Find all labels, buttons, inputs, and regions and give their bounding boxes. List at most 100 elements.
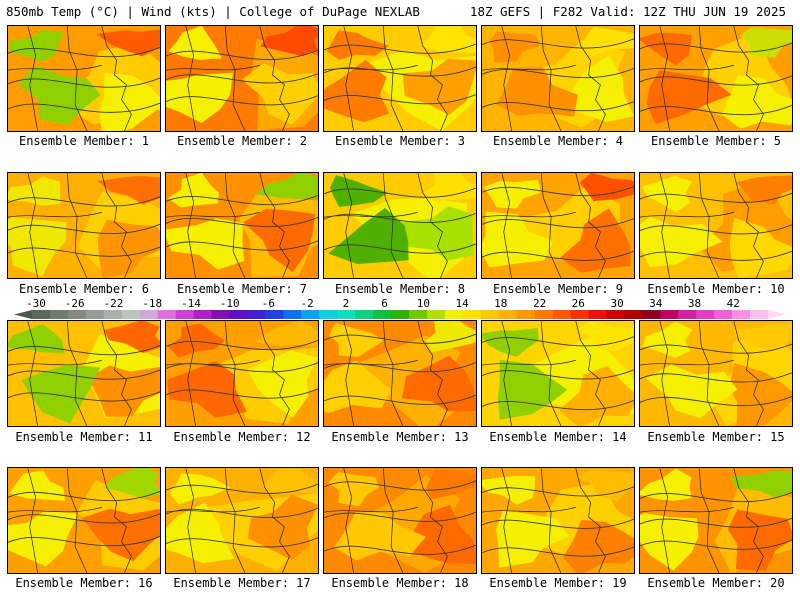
ensemble-member-label: Ensemble Member: 2 xyxy=(176,134,308,148)
colorbar-tick-label: -26 xyxy=(65,297,85,310)
ensemble-member-label: Ensemble Member: 13 xyxy=(331,430,469,444)
colorbar-tick-label: 2 xyxy=(343,297,350,310)
ensemble-member-map xyxy=(481,467,635,574)
colorbar-swatch xyxy=(498,310,517,319)
colorbar-tick-label: 34 xyxy=(649,297,663,310)
ensemble-member-map xyxy=(481,25,635,132)
colorbar-swatch xyxy=(480,310,500,319)
colorbar-swatch xyxy=(642,310,661,319)
colorbar-swatch xyxy=(732,310,751,319)
colorbar-swatch xyxy=(85,310,105,319)
colorbar-swatch xyxy=(373,310,392,319)
colorbar-swatch xyxy=(426,310,446,319)
ensemble-member-label: Ensemble Member: 11 xyxy=(15,430,153,444)
ensemble-member-label: Ensemble Member: 1 xyxy=(18,134,150,148)
ensemble-member-label: Ensemble Member: 15 xyxy=(647,430,785,444)
colorbar-swatch xyxy=(157,310,176,319)
ensemble-member-label: Ensemble Member: 10 xyxy=(647,282,785,296)
ensemble-member-map xyxy=(165,320,319,427)
ensemble-member-label: Ensemble Member: 7 xyxy=(176,282,308,296)
colorbar-swatch xyxy=(49,310,69,319)
ensemble-member-map xyxy=(639,172,793,279)
ensemble-member-label: Ensemble Member: 16 xyxy=(15,576,153,590)
valid-time-label: 18Z GEFS | F282 Valid: 12Z THU JUN 19 20… xyxy=(469,4,786,19)
ensemble-member-map xyxy=(165,467,319,574)
colorbar-swatch xyxy=(624,310,643,319)
colorbar-swatch xyxy=(175,310,194,319)
ensemble-member-label: Ensemble Member: 20 xyxy=(647,576,785,590)
ensemble-member-map xyxy=(165,172,319,279)
colorbar-tick-label: -30 xyxy=(26,297,46,310)
colorbar-swatch xyxy=(534,310,553,319)
ensemble-member-map xyxy=(323,467,477,574)
colorbar-tick-label: -22 xyxy=(104,297,124,310)
colorbar-tick-label: -6 xyxy=(262,297,275,310)
colorbar-tick-label: 6 xyxy=(381,297,388,310)
ensemble-member-map xyxy=(7,320,161,427)
colorbar-swatch xyxy=(283,310,302,319)
ensemble-member-label: Ensemble Member: 14 xyxy=(489,430,627,444)
colorbar-swatch xyxy=(462,310,482,319)
colorbar-swatch xyxy=(103,310,123,319)
colorbar-min-arrow xyxy=(14,310,32,319)
colorbar-tick-label: 26 xyxy=(572,297,585,310)
ensemble-member-label: Ensemble Member: 9 xyxy=(492,282,624,296)
ensemble-member-map xyxy=(323,320,477,427)
colorbar-tick-label: 38 xyxy=(688,297,701,310)
ensemble-member-map xyxy=(481,172,635,279)
colorbar-swatch xyxy=(606,310,625,319)
ensemble-member-label: Ensemble Member: 6 xyxy=(18,282,150,296)
colorbar-swatch xyxy=(714,310,733,319)
colorbar-swatch xyxy=(32,310,51,319)
colorbar-tick-label: 42 xyxy=(727,297,740,310)
colorbar-tick-label: 22 xyxy=(533,297,546,310)
colorbar-tick-label: -14 xyxy=(181,297,201,310)
ensemble-member-map xyxy=(165,25,319,132)
colorbar-swatch xyxy=(696,310,715,319)
colorbar-swatch xyxy=(67,310,87,319)
ensemble-member-map xyxy=(639,25,793,132)
ensemble-member-map xyxy=(323,172,477,279)
colorbar-swatch xyxy=(391,310,410,319)
colorbar-tick-label: 18 xyxy=(494,297,507,310)
ensemble-member-map xyxy=(481,320,635,427)
ensemble-member-label: Ensemble Member: 5 xyxy=(650,134,782,148)
colorbar-swatch xyxy=(229,310,248,319)
colorbar-swatch xyxy=(750,310,769,319)
colorbar-tick-label: -18 xyxy=(142,297,162,310)
colorbar-swatch xyxy=(444,310,464,319)
colorbar-swatch xyxy=(139,310,158,319)
colorbar-swatch xyxy=(570,310,589,319)
ensemble-member-map xyxy=(7,172,161,279)
ensemble-member-map xyxy=(7,467,161,574)
map-title: 850mb Temp (°C) | Wind (kts) | College o… xyxy=(6,4,420,19)
ensemble-member-label: Ensemble Member: 3 xyxy=(334,134,466,148)
colorbar-swatch xyxy=(552,310,571,319)
colorbar-swatch xyxy=(319,310,338,319)
colorbar-swatch xyxy=(265,310,284,319)
ensemble-member-label: Ensemble Member: 17 xyxy=(173,576,311,590)
ensemble-member-map xyxy=(639,467,793,574)
colorbar-swatch xyxy=(337,310,356,319)
colorbar-tick-label: 10 xyxy=(417,297,430,310)
colorbar-swatch xyxy=(516,310,535,319)
ensemble-member-label: Ensemble Member: 8 xyxy=(334,282,466,296)
colorbar-swatch xyxy=(355,310,374,319)
colorbar-tick-label: -10 xyxy=(220,297,240,310)
colorbar-tick-label: 30 xyxy=(610,297,623,310)
colorbar-max-arrow xyxy=(768,310,786,319)
ensemble-member-map xyxy=(639,320,793,427)
colorbar-swatch xyxy=(660,310,679,319)
colorbar-swatch xyxy=(247,310,266,319)
colorbar-swatch xyxy=(121,310,141,319)
colorbar-swatch xyxy=(193,310,212,319)
colorbar-swatch xyxy=(588,310,607,319)
ensemble-member-label: Ensemble Member: 18 xyxy=(331,576,469,590)
colorbar-swatch xyxy=(678,310,697,319)
colorbar-tick-label: 14 xyxy=(455,297,469,310)
colorbar-swatch xyxy=(301,310,320,319)
temperature-colorbar: -30 -26 -22 -18 -14 -10 -6 -2 2 6 10 14 18 22 26 30 34 38… xyxy=(14,297,786,319)
ensemble-member-map xyxy=(7,25,161,132)
colorbar-swatch xyxy=(211,310,230,319)
ensemble-member-map xyxy=(323,25,477,132)
